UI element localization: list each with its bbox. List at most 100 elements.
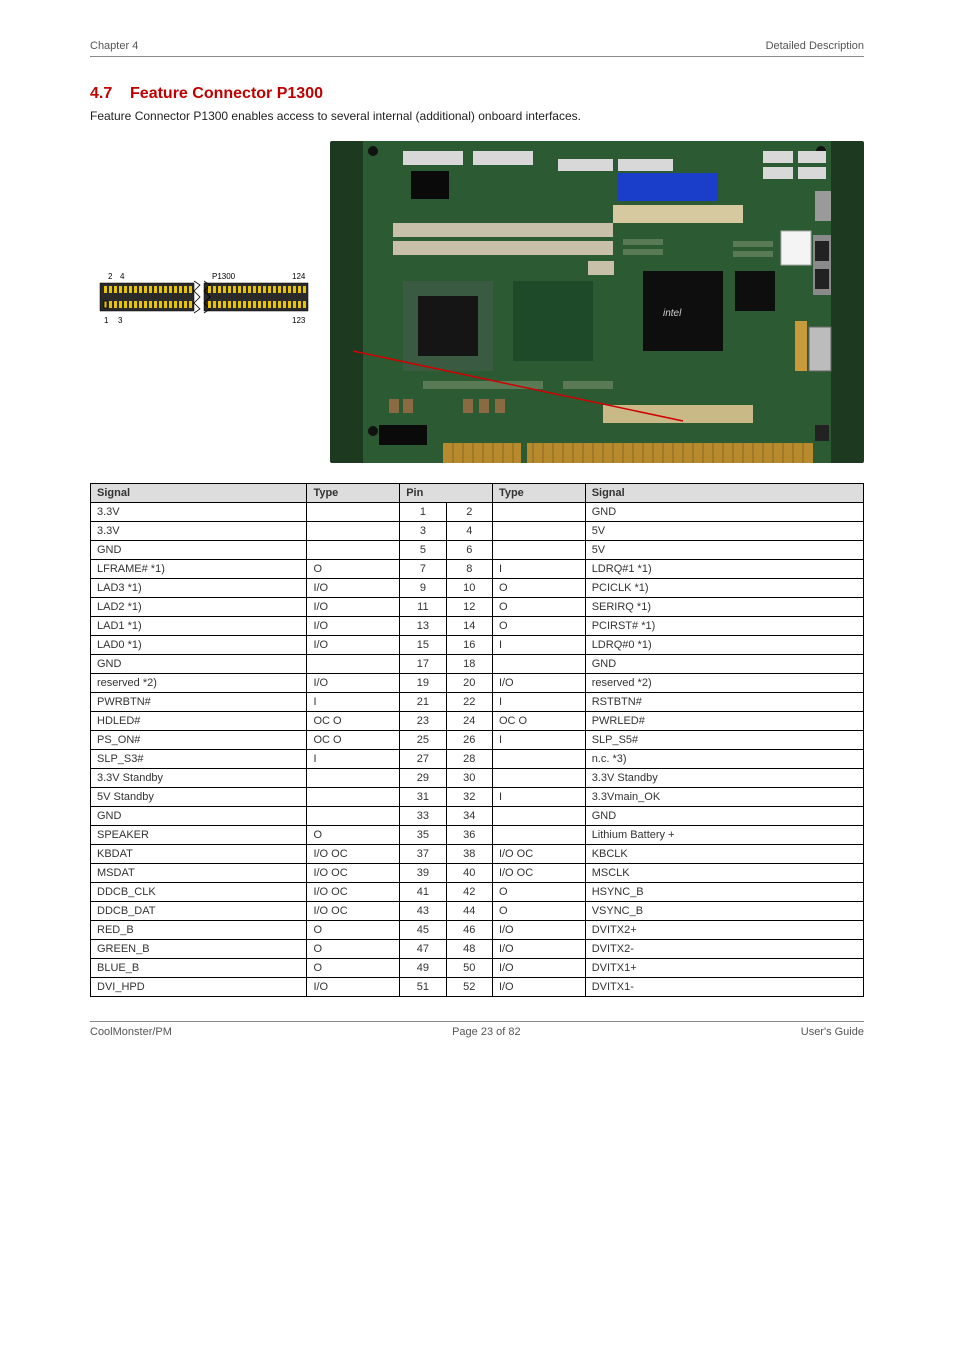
footer-center: Page 23 of 82 [452, 1026, 521, 1038]
table-cell: I [492, 693, 585, 712]
table-cell: DVITX2- [585, 940, 863, 959]
table-cell: PWRBTN# [91, 693, 307, 712]
table-cell: 7 [400, 560, 446, 579]
table-cell: SLP_S5# [585, 731, 863, 750]
table-cell: 40 [446, 864, 492, 883]
table-row: LFRAME# *1)O78ILDRQ#1 *1) [91, 560, 864, 579]
table-cell: KBDAT [91, 845, 307, 864]
table-cell: GND [91, 655, 307, 674]
table-cell: 5V [585, 522, 863, 541]
table-row: RED_BO4546I/ODVITX2+ [91, 921, 864, 940]
table-cell: I/O [307, 674, 400, 693]
table-cell: 24 [446, 712, 492, 731]
table-cell: HSYNC_B [585, 883, 863, 902]
table-cell: 21 [400, 693, 446, 712]
table-cell: DVITX2+ [585, 921, 863, 940]
table-cell: BLUE_B [91, 959, 307, 978]
table-cell: 1 [400, 503, 446, 522]
table-cell: LAD2 *1) [91, 598, 307, 617]
col-type-b: Type [492, 484, 585, 503]
table-cell: OC O [307, 712, 400, 731]
table-cell: O [492, 598, 585, 617]
table-row: HDLED#OC O2324OC OPWRLED# [91, 712, 864, 731]
table-row: DVI_HPDI/O5152I/ODVITX1- [91, 978, 864, 997]
table-row: GND565V [91, 541, 864, 560]
pinout-table: Signal Type Pin Type Signal 3.3V12GND3.3… [90, 483, 864, 997]
col-signal-a: Signal [91, 484, 307, 503]
table-cell: I/O [492, 940, 585, 959]
table-row: KBDATI/O OC3738I/O OCKBCLK [91, 845, 864, 864]
table-cell: I/O OC [307, 864, 400, 883]
table-cell [307, 503, 400, 522]
page-header: Chapter 4 Detailed Description [90, 40, 864, 57]
table-cell: reserved *2) [91, 674, 307, 693]
table-cell [492, 503, 585, 522]
connector-figure-row: 2 4 P1300 124 [90, 141, 864, 463]
table-cell: 13 [400, 617, 446, 636]
table-cell: MSCLK [585, 864, 863, 883]
table-cell: 52 [446, 978, 492, 997]
table-cell: PCICLK *1) [585, 579, 863, 598]
table-cell [307, 807, 400, 826]
table-cell: I/O OC [492, 845, 585, 864]
table-cell: 29 [400, 769, 446, 788]
table-cell: I [492, 731, 585, 750]
table-cell: 5V [585, 541, 863, 560]
table-cell: O [307, 826, 400, 845]
section-heading: 4.7 Feature Connector P1300 Feature Conn… [90, 85, 864, 123]
table-cell: 47 [400, 940, 446, 959]
table-cell [307, 522, 400, 541]
col-pin: Pin [400, 484, 493, 503]
table-cell: 31 [400, 788, 446, 807]
table-cell: DVI_HPD [91, 978, 307, 997]
table-cell: 34 [446, 807, 492, 826]
table-cell: 6 [446, 541, 492, 560]
col-type-a: Type [307, 484, 400, 503]
table-cell: 51 [400, 978, 446, 997]
table-cell: 49 [400, 959, 446, 978]
table-cell: LAD0 *1) [91, 636, 307, 655]
svg-text:intel: intel [663, 308, 682, 319]
table-cell [492, 807, 585, 826]
table-header-row: Signal Type Pin Type Signal [91, 484, 864, 503]
table-cell [307, 541, 400, 560]
footer-right: User's Guide [801, 1026, 864, 1038]
header-right: Detailed Description [766, 40, 864, 52]
table-cell: 44 [446, 902, 492, 921]
pin-label-2: 2 [108, 272, 113, 281]
table-cell: 39 [400, 864, 446, 883]
table-cell: 17 [400, 655, 446, 674]
table-cell: 3.3V Standby [585, 769, 863, 788]
table-row: DDCB_CLKI/O OC4142OHSYNC_B [91, 883, 864, 902]
table-cell [492, 541, 585, 560]
table-cell: I/O [492, 921, 585, 940]
table-cell [492, 522, 585, 541]
table-cell: 28 [446, 750, 492, 769]
table-cell: O [307, 560, 400, 579]
table-cell: 5V Standby [91, 788, 307, 807]
table-cell: O [492, 883, 585, 902]
table-cell: 46 [446, 921, 492, 940]
table-cell: 43 [400, 902, 446, 921]
table-cell: I/O [307, 978, 400, 997]
table-cell: 14 [446, 617, 492, 636]
table-cell: LAD3 *1) [91, 579, 307, 598]
table-cell: 32 [446, 788, 492, 807]
table-row: 5V Standby3132I3.3Vmain_OK [91, 788, 864, 807]
table-cell: GND [585, 807, 863, 826]
table-cell: KBCLK [585, 845, 863, 864]
table-row: SPEAKERO3536Lithium Battery + [91, 826, 864, 845]
table-cell: 10 [446, 579, 492, 598]
table-cell: PS_ON# [91, 731, 307, 750]
table-cell [307, 769, 400, 788]
table-row: BLUE_BO4950I/ODVITX1+ [91, 959, 864, 978]
table-cell: I/O [307, 579, 400, 598]
table-cell: I/O [492, 978, 585, 997]
pin-label-123: 123 [292, 316, 306, 325]
table-cell: SERIRQ *1) [585, 598, 863, 617]
table-cell: 20 [446, 674, 492, 693]
table-cell: GND [585, 503, 863, 522]
table-cell: I/O [492, 959, 585, 978]
table-row: PWRBTN#I2122IRSTBTN# [91, 693, 864, 712]
table-cell: O [307, 921, 400, 940]
